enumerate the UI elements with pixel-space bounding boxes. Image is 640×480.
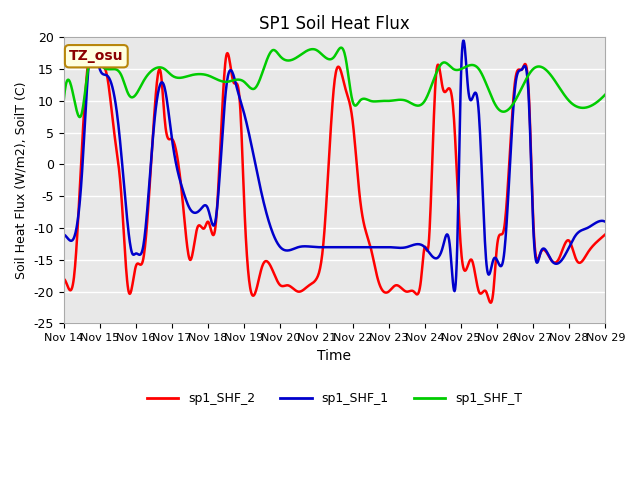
Title: SP1 Soil Heat Flux: SP1 Soil Heat Flux [259,15,410,33]
X-axis label: Time: Time [317,348,351,363]
Text: TZ_osu: TZ_osu [69,49,124,63]
Legend: sp1_SHF_2, sp1_SHF_1, sp1_SHF_T: sp1_SHF_2, sp1_SHF_1, sp1_SHF_T [142,387,527,410]
Y-axis label: Soil Heat Flux (W/m2), SoilT (C): Soil Heat Flux (W/m2), SoilT (C) [15,82,28,279]
